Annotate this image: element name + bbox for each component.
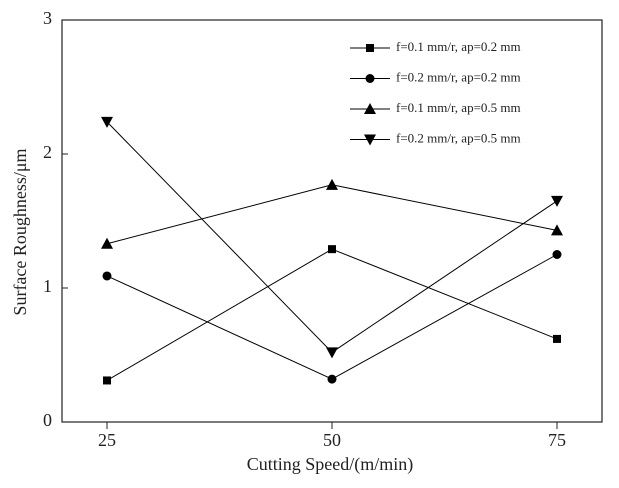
x-tick-label: 50 [323, 430, 341, 450]
legend-label: f=0.2 mm/r, ap=0.5 mm [396, 130, 521, 145]
y-tick-label: 0 [43, 410, 52, 430]
series-line [106, 121, 558, 353]
marker [102, 271, 112, 281]
marker [101, 116, 113, 128]
legend-marker [366, 44, 374, 52]
legend-label: f=0.1 mm/r, ap=0.2 mm [396, 39, 521, 54]
y-tick-label: 2 [43, 142, 52, 162]
y-tick-label: 1 [43, 276, 52, 296]
plot-frame [61, 19, 603, 423]
marker [101, 237, 113, 249]
x-axis-label: Cutting Speed/(m/min) [247, 454, 414, 475]
y-axis-label: Surface Roughness/μm [10, 148, 30, 315]
x-tick-label: 75 [548, 430, 566, 450]
legend-marker [364, 103, 376, 114]
marker [552, 250, 562, 259]
series-line [106, 184, 558, 245]
y-tick-label: 3 [43, 8, 52, 28]
series-line [106, 254, 558, 380]
marker [328, 245, 336, 254]
marker [551, 224, 563, 236]
marker [327, 374, 337, 384]
marker [553, 334, 561, 343]
marker [326, 178, 338, 190]
x-tick-label: 25 [98, 430, 116, 450]
legend-marker [364, 134, 376, 146]
series-line [106, 248, 558, 381]
legend-label: f=0.2 mm/r, ap=0.2 mm [396, 69, 521, 84]
marker [326, 347, 338, 359]
legend-marker [365, 74, 375, 83]
marker [103, 376, 111, 385]
legend-label: f=0.1 mm/r, ap=0.5 mm [396, 100, 521, 115]
marker [551, 195, 563, 207]
